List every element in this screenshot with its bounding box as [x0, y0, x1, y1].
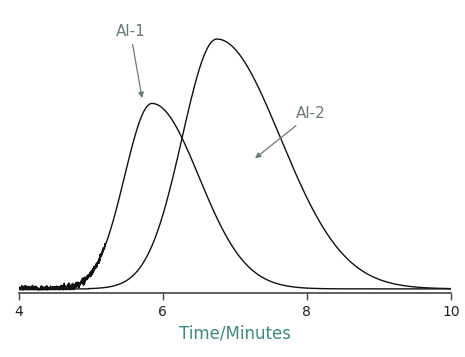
Text: Al-2: Al-2	[256, 106, 326, 157]
X-axis label: Time/Minutes: Time/Minutes	[179, 324, 291, 342]
Text: Al-1: Al-1	[115, 24, 145, 97]
